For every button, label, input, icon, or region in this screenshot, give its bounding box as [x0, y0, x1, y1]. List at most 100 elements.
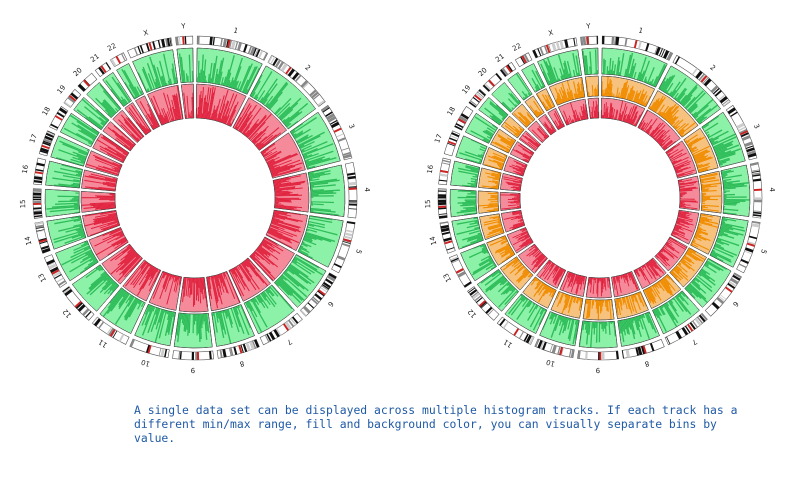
histogram-bin	[690, 147, 698, 152]
histogram-bin	[258, 141, 271, 151]
histogram-bin	[699, 218, 710, 222]
histogram-bin	[262, 240, 268, 245]
ideogram-band	[311, 91, 319, 99]
histogram-bin	[182, 277, 186, 289]
histogram-bin	[677, 172, 693, 178]
histogram-bin	[610, 69, 612, 75]
histogram-bin	[550, 289, 556, 298]
histogram-bin	[456, 227, 480, 235]
histogram-bin	[234, 267, 246, 287]
histogram-bin	[694, 155, 709, 162]
histogram-bin	[602, 115, 604, 119]
histogram-bin	[658, 306, 665, 316]
centromere	[739, 130, 748, 136]
ideogram-band	[33, 179, 42, 184]
histogram-track-outline	[647, 90, 699, 138]
histogram-bin	[484, 107, 503, 123]
ideogram-band	[280, 63, 288, 72]
histogram-bin	[692, 154, 695, 156]
ideogram-band	[752, 172, 761, 176]
histogram-bin	[252, 252, 260, 261]
histogram-bin	[669, 81, 681, 97]
ideogram-band	[45, 132, 55, 138]
histogram-bin	[643, 103, 646, 106]
histogram-bin	[579, 112, 582, 121]
histogram-bin	[701, 207, 703, 209]
histogram-track-outline	[503, 156, 528, 177]
histogram-bin	[153, 64, 162, 88]
histogram-track-outline	[479, 213, 505, 241]
histogram-bin	[270, 159, 301, 172]
histogram-bin	[147, 307, 158, 334]
histogram-bin	[509, 251, 514, 254]
histogram-bin	[638, 93, 644, 104]
histogram-bin	[548, 261, 552, 264]
histogram-bin	[661, 248, 675, 260]
chromosome-label: 2	[303, 64, 312, 73]
ideogram-band	[438, 190, 447, 192]
histogram-bin	[75, 173, 82, 176]
histogram-bin	[526, 114, 534, 122]
histogram-bin	[536, 278, 539, 282]
histogram-bin	[531, 129, 544, 142]
histogram-bin	[605, 299, 608, 312]
histogram-bin	[706, 133, 710, 137]
histogram-bin	[310, 182, 329, 186]
histogram-bin	[267, 154, 291, 166]
histogram-bin	[270, 222, 297, 233]
histogram-bin	[597, 299, 600, 320]
histogram-bin	[231, 268, 240, 284]
histogram-bin	[292, 259, 315, 274]
histogram-bin	[567, 117, 571, 124]
histogram-bin	[204, 75, 207, 83]
histogram-bin	[543, 123, 552, 135]
histogram-bin	[501, 231, 505, 234]
histogram-bin	[167, 311, 174, 335]
histogram-bin	[265, 103, 270, 107]
histogram-bin	[687, 284, 702, 299]
histogram-bin	[627, 105, 635, 124]
histogram-bin	[492, 152, 507, 159]
histogram-bin	[616, 276, 619, 281]
histogram-track-outline	[196, 47, 263, 95]
histogram-bin	[678, 180, 698, 185]
histogram-bin	[674, 160, 691, 169]
histogram-bin	[710, 140, 715, 144]
histogram-bin	[267, 231, 293, 244]
histogram-bin	[668, 117, 674, 123]
histogram-bin	[531, 244, 536, 248]
histogram-bin	[274, 198, 302, 200]
histogram-bin	[577, 114, 580, 121]
histogram-bin	[100, 121, 106, 126]
histogram-bin	[230, 308, 240, 333]
ideogram-band	[692, 320, 699, 328]
histogram-bin	[308, 168, 328, 174]
histogram-bin	[491, 172, 501, 176]
ideogram-band	[343, 235, 353, 240]
histogram-bin	[105, 177, 117, 182]
histogram-bin	[657, 138, 662, 143]
histogram-bin	[139, 101, 156, 129]
histogram-bin	[661, 278, 673, 293]
histogram-bin	[711, 250, 732, 261]
histogram-bin	[722, 178, 732, 182]
histogram-bin	[685, 140, 690, 144]
ideogram-band	[106, 327, 112, 335]
centromere	[282, 323, 290, 331]
histogram-bin	[274, 193, 299, 196]
histogram-bin	[676, 221, 681, 224]
histogram-bin	[298, 131, 325, 146]
histogram-bin	[697, 225, 700, 228]
ideogram-band	[454, 125, 463, 131]
histogram-bin	[621, 297, 625, 305]
ideogram-band	[450, 256, 458, 261]
histogram-bin	[121, 158, 125, 161]
histogram-bin	[267, 230, 291, 242]
histogram-bin	[723, 206, 726, 208]
histogram-bin	[183, 70, 186, 83]
ideogram-band	[463, 281, 472, 288]
histogram-bin	[538, 284, 547, 296]
histogram-bin	[102, 135, 129, 154]
histogram-bin	[205, 80, 207, 83]
histogram-bin	[543, 260, 551, 270]
